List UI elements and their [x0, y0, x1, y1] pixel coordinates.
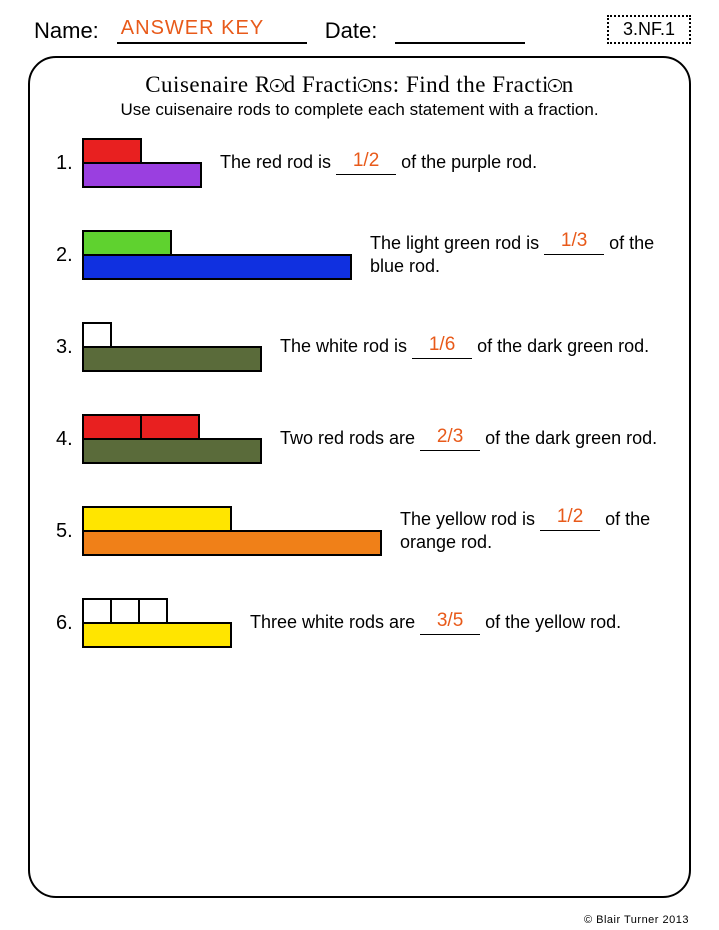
rods-diagram — [82, 506, 382, 556]
rod-bottom — [82, 622, 232, 648]
problem-row: 5. The yellow rod is 1/2 of the orange ro… — [56, 506, 663, 556]
problem-row: 3. The white rod is 1/6 of the dark green… — [56, 322, 663, 372]
answer-value: 2/3 — [437, 425, 463, 450]
statement-after: of the purple rod. — [396, 152, 537, 172]
statement-before: The light green rod is — [370, 233, 544, 253]
date-label: Date: — [325, 18, 378, 44]
problem-row: 1. The red rod is 1/2 of the purple rod. — [56, 138, 663, 188]
bullseye-icon — [270, 79, 284, 93]
rods-diagram — [82, 230, 352, 280]
rod-top — [82, 322, 112, 348]
statement-after: of the yellow rod. — [480, 612, 621, 632]
answer-blank: 3/5 — [420, 613, 480, 635]
rod-bottom — [82, 530, 382, 556]
rod-top — [138, 598, 168, 624]
answer-value: 1/6 — [429, 333, 455, 358]
worksheet-header: Name: ANSWER KEY Date: 3.NF.1 — [28, 15, 691, 44]
bullseye-icon — [358, 79, 372, 93]
name-value: ANSWER KEY — [121, 17, 264, 40]
problem-number: 3. — [56, 336, 82, 359]
answer-value: 1/2 — [353, 149, 379, 174]
problem-number: 6. — [56, 612, 82, 635]
rods-diagram — [82, 598, 232, 648]
answer-blank: 2/3 — [420, 429, 480, 451]
rod-top — [82, 414, 142, 440]
rod-bottom — [82, 254, 352, 280]
problem-statement: The yellow rod is 1/2 of the orange rod. — [400, 508, 663, 555]
answer-value: 1/2 — [557, 505, 583, 530]
answer-blank: 1/2 — [540, 509, 600, 531]
rod-bottom — [82, 438, 262, 464]
rod-bottom — [82, 162, 202, 188]
rod-top — [82, 506, 232, 532]
problem-number: 2. — [56, 244, 82, 267]
problem-row: 4. Two red rods are 2/3 of the dark green… — [56, 414, 663, 464]
rod-top — [82, 598, 112, 624]
rod-top — [82, 230, 172, 256]
standard-tag: 3.NF.1 — [607, 15, 691, 44]
rods-diagram — [82, 138, 202, 188]
problem-row: 6. Three white rods are 3/5 of the yellow… — [56, 598, 663, 648]
statement-after: of the dark green rod. — [480, 428, 657, 448]
rod-top — [82, 138, 142, 164]
problem-number: 4. — [56, 428, 82, 451]
name-field: ANSWER KEY — [117, 18, 307, 44]
problem-statement: The light green rod is 1/3 of the blue r… — [370, 232, 663, 279]
problem-statement: Two red rods are 2/3 of the dark green r… — [280, 427, 663, 450]
problem-number: 1. — [56, 152, 82, 175]
rod-top — [110, 598, 140, 624]
answer-blank: 1/2 — [336, 153, 396, 175]
problem-statement: Three white rods are 3/5 of the yellow r… — [250, 611, 663, 634]
answer-value: 3/5 — [437, 609, 463, 634]
answer-blank: 1/3 — [544, 233, 604, 255]
rods-diagram — [82, 414, 262, 464]
date-field — [395, 18, 525, 44]
statement-after: of the dark green rod. — [472, 336, 649, 356]
bullseye-icon — [548, 79, 562, 93]
statement-before: Two red rods are — [280, 428, 420, 448]
statement-before: Three white rods are — [250, 612, 420, 632]
name-label: Name: — [34, 18, 99, 44]
statement-before: The yellow rod is — [400, 509, 540, 529]
footer-credit: © Blair Turner 2013 — [584, 914, 689, 926]
worksheet-subtitle: Use cuisenaire rods to complete each sta… — [56, 100, 663, 120]
answer-value: 1/3 — [561, 229, 587, 254]
statement-before: The white rod is — [280, 336, 412, 356]
statement-before: The red rod is — [220, 152, 336, 172]
problem-row: 2. The light green rod is 1/3 of the blue… — [56, 230, 663, 280]
worksheet-body: Cuisenaire Rd Fractins: Find the Fractin… — [28, 56, 691, 898]
rod-bottom — [82, 346, 262, 372]
answer-blank: 1/6 — [412, 337, 472, 359]
problem-statement: The red rod is 1/2 of the purple rod. — [220, 151, 663, 174]
rods-diagram — [82, 322, 262, 372]
problem-number: 5. — [56, 520, 82, 543]
rod-top — [140, 414, 200, 440]
worksheet-title: Cuisenaire Rd Fractins: Find the Fractin — [56, 72, 663, 98]
problem-statement: The white rod is 1/6 of the dark green r… — [280, 335, 663, 358]
